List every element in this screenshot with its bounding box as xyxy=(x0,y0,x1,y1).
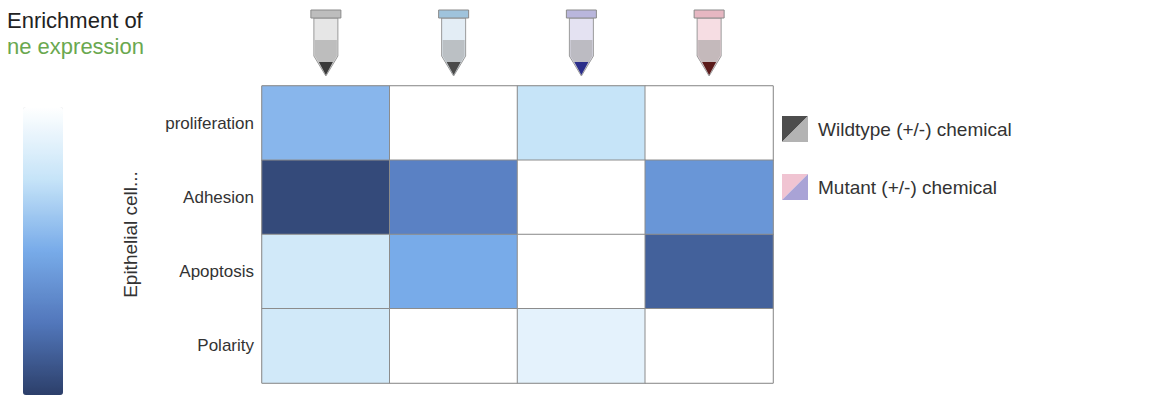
svg-text:Adhesion: Adhesion xyxy=(183,188,254,207)
svg-text:Apoptosis: Apoptosis xyxy=(179,262,254,281)
svg-text:Polarity: Polarity xyxy=(197,336,254,355)
svg-text:Epithelial cell...: Epithelial cell... xyxy=(120,171,141,298)
svg-text:proliferation: proliferation xyxy=(165,114,254,133)
svg-text:Wildtype (+/-) chemical: Wildtype (+/-) chemical xyxy=(818,119,1012,140)
svg-text:Mutant (+/-) chemical: Mutant (+/-) chemical xyxy=(818,177,997,198)
svg-text:ne expression: ne expression xyxy=(7,34,144,59)
svg-text:Enrichment of: Enrichment of xyxy=(7,8,144,33)
